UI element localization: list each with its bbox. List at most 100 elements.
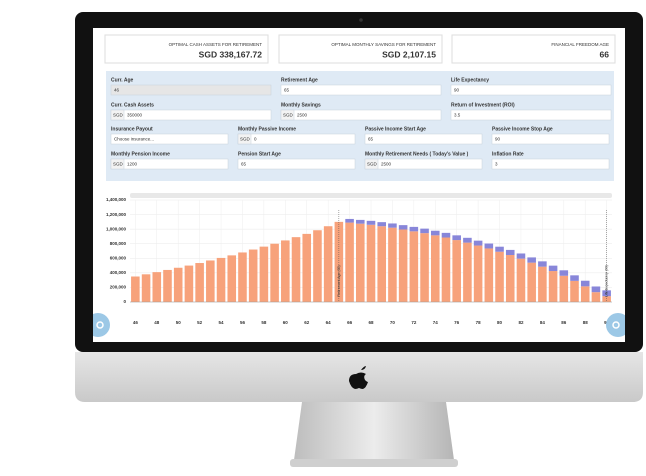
bar <box>495 251 504 302</box>
summary-value: 66 <box>600 49 610 59</box>
bar <box>313 230 322 302</box>
input-field <box>110 133 229 145</box>
bar <box>398 229 408 302</box>
y-tick-label: 0 <box>123 299 126 304</box>
x-tick-label: 56 <box>240 320 246 325</box>
bar <box>430 235 440 302</box>
bar <box>270 243 279 302</box>
input-value: 3.5 <box>454 113 461 118</box>
x-tick-label: 80 <box>497 320 503 325</box>
bar <box>548 271 558 302</box>
bar <box>323 226 333 302</box>
bar <box>195 263 204 302</box>
x-tick-label: 88 <box>583 320 589 325</box>
bar <box>152 272 162 302</box>
bar <box>377 222 386 227</box>
x-tick-label: 64 <box>326 320 332 325</box>
x-tick-label: 62 <box>304 320 310 325</box>
input-value: 90 <box>454 88 460 93</box>
bar <box>505 249 515 256</box>
bar <box>281 240 290 302</box>
bar <box>345 222 354 302</box>
x-tick-label: 48 <box>154 320 160 325</box>
field-label: Pension Start Age <box>238 151 281 157</box>
bar <box>463 242 472 302</box>
field-label: Retirement Age <box>281 77 318 83</box>
input-prefix-text: SGD <box>240 137 251 142</box>
bar <box>484 243 494 249</box>
bar <box>516 258 526 302</box>
bar <box>334 221 344 302</box>
input-field <box>491 133 610 145</box>
x-tick-label: 58 <box>261 320 267 325</box>
bar <box>538 261 547 267</box>
summary-value: SGD 338,167.72 <box>199 49 263 59</box>
input-value: 1200 <box>127 162 138 167</box>
input-prefix <box>280 109 295 121</box>
x-tick-label: 54 <box>219 320 225 325</box>
input-value: 65 <box>368 137 374 142</box>
settings-button <box>606 313 625 337</box>
camera <box>359 18 363 22</box>
bar <box>430 230 440 236</box>
bar <box>516 253 526 259</box>
bar <box>366 224 376 302</box>
input-field <box>364 133 483 145</box>
input-prefix-text: SGD <box>113 113 124 118</box>
y-tick-label: 800,000 <box>110 241 127 246</box>
x-tick-label: 50 <box>176 320 182 325</box>
bar <box>227 255 237 302</box>
bar <box>409 226 419 232</box>
field-label: Curr. Cash Assets <box>111 102 154 108</box>
bar <box>345 218 354 223</box>
bar <box>420 228 429 234</box>
bar <box>570 280 579 302</box>
bar <box>527 262 536 302</box>
y-tick-label: 1,000,000 <box>106 226 127 231</box>
x-tick-label: 60 <box>283 320 289 325</box>
input-field <box>491 158 610 170</box>
input-value: 2500 <box>297 113 308 118</box>
annotation-label: Retirement Age (65) <box>337 265 341 296</box>
bar <box>473 240 483 246</box>
bar <box>505 255 515 302</box>
bar <box>441 237 451 302</box>
bar <box>602 296 611 302</box>
bar <box>441 232 451 238</box>
bar <box>527 257 536 263</box>
bar <box>602 290 611 297</box>
input-value: 350000 <box>127 113 143 118</box>
summary-card <box>104 34 269 64</box>
stand-base <box>290 459 458 467</box>
x-tick-label: 74 <box>433 320 439 325</box>
input-prefix <box>110 158 125 170</box>
x-tick-label: 46 <box>133 320 139 325</box>
bar <box>473 245 483 302</box>
bar <box>409 231 419 302</box>
field-label: Monthly Savings <box>281 102 321 108</box>
bar <box>559 275 569 302</box>
bar <box>238 252 247 302</box>
input-value: 90 <box>495 137 501 142</box>
x-tick-label: 66 <box>347 320 353 325</box>
apple-logo <box>349 366 368 389</box>
scrollbar <box>130 193 612 198</box>
input-field <box>450 84 612 96</box>
input-field <box>450 109 612 121</box>
bar <box>163 269 172 302</box>
y-tick-label: 600,000 <box>110 255 127 260</box>
x-tick-label: 72 <box>411 320 417 325</box>
summary-label: OPTIMAL MONTHLY SAVINGS FOR RETIREMENT <box>331 42 436 47</box>
input-field <box>280 84 442 96</box>
bar <box>291 237 301 302</box>
summary-label: FINANCIAL FREEDOM AGE <box>551 42 609 47</box>
bar <box>206 260 215 302</box>
x-tick-label: 78 <box>476 320 482 325</box>
bar <box>388 227 397 302</box>
input-value: 65 <box>241 162 247 167</box>
field-label: Return of Investment (ROI) <box>451 102 515 108</box>
field-label: Passive Income Stop Age <box>492 126 553 132</box>
bar <box>548 265 558 272</box>
